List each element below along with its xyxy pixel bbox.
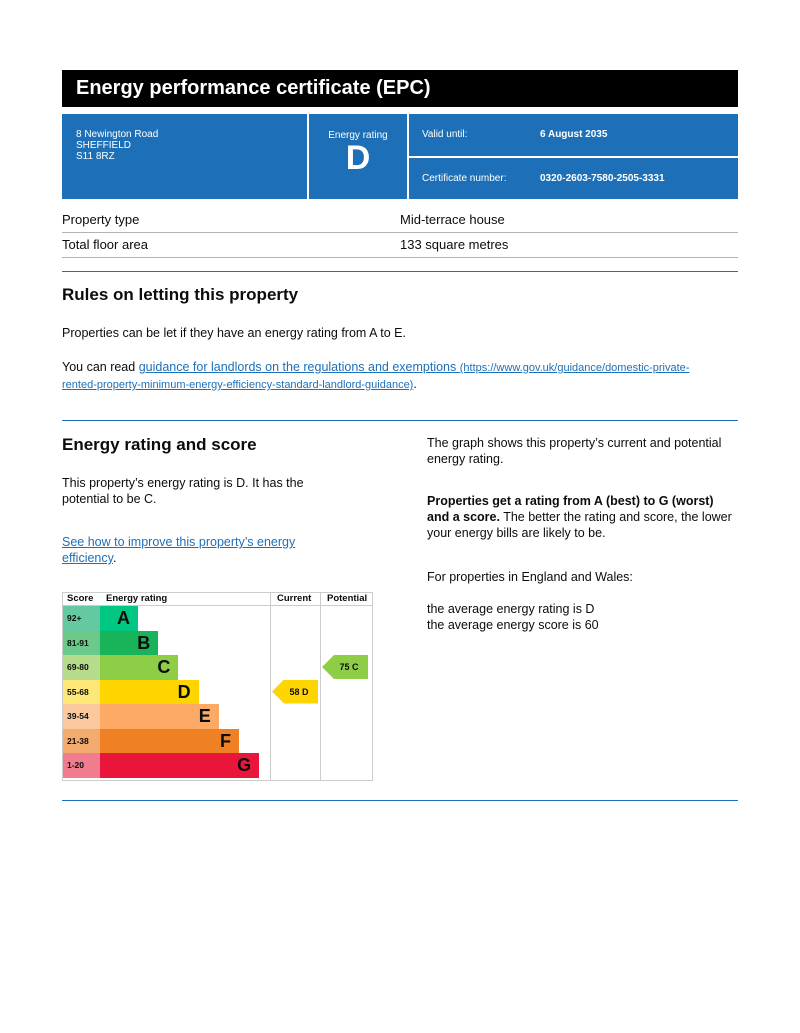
divider	[62, 420, 738, 421]
england-wales-text: For properties in England and Wales:	[427, 570, 633, 584]
energy-rating-label: Energy rating	[328, 130, 388, 141]
improve-text: See how to improve this property’s energ…	[62, 534, 332, 566]
score-range-B: 81-91	[63, 630, 100, 655]
text: .	[112, 551, 117, 565]
valid-until-label: Valid until:	[422, 129, 468, 140]
potential-rating-arrow: 75 C	[322, 655, 368, 679]
graph-text: The graph shows this property’s current …	[427, 436, 722, 466]
row-label: Property type	[62, 212, 140, 227]
address-block: 8 Newington Road SHEFFIELD S11 8RZ	[62, 114, 307, 199]
current-rating-arrow: 58 D	[272, 679, 318, 704]
score-range-D: 55-68	[63, 679, 100, 704]
score-range-E: 39-54	[63, 704, 100, 729]
valid-until-value: 6 August 2035	[540, 129, 608, 140]
valid-until: Valid until: 6 August 2035	[409, 114, 738, 156]
score-range-F: 21-38	[63, 728, 100, 753]
header-current: Current	[277, 593, 312, 604]
divider	[62, 271, 738, 272]
header-score: Score	[67, 593, 94, 604]
rules-text: Properties can be let if they have an en…	[62, 326, 406, 340]
rating-bar-C: C	[100, 655, 179, 680]
address-line: 8 Newington Road	[76, 129, 159, 140]
link-text: guidance for landlords on the regulation…	[138, 360, 457, 374]
text: You can read	[62, 360, 139, 374]
rules-heading: Rules on letting this property	[62, 285, 299, 304]
score-range-C: 69-80	[63, 655, 100, 680]
header-potential: Potential	[327, 593, 368, 604]
certificate-number-value: 0320-2603-7580-2505-3331	[540, 173, 665, 184]
row-value: Mid-terrace house	[400, 212, 505, 227]
average-score: the average energy score is 60	[427, 618, 599, 632]
rating-bar-B: B	[100, 630, 159, 655]
energy-rating-chart: Score Energy rating Current Potential 92…	[62, 592, 373, 781]
address-line: SHEFFIELD	[76, 140, 132, 151]
certificate-number: Certificate number: 0320-2603-7580-2505-…	[409, 158, 738, 199]
address-line: S11 8RZ	[76, 151, 115, 162]
header-divider	[63, 605, 372, 606]
rating-explanation: Properties get a rating from A (best) to…	[427, 493, 737, 541]
certificate-number-label: Certificate number:	[422, 173, 507, 184]
row-value: 133 square metres	[400, 237, 509, 252]
rating-bar-F: F	[100, 728, 239, 753]
average-rating: the average energy rating is D	[427, 602, 595, 616]
rules-guidance: You can read guidance for landlords on t…	[62, 359, 722, 393]
improve-link[interactable]: See how to improve this property’s energ…	[62, 535, 296, 565]
divider	[62, 800, 738, 801]
property-type-row: Property type Mid-terrace house	[62, 208, 738, 233]
rating-bar-D: D	[100, 679, 199, 704]
text: .	[413, 377, 417, 391]
page-title: Energy performance certificate (EPC)	[62, 70, 738, 107]
column-divider	[270, 593, 271, 780]
column-divider	[320, 593, 321, 780]
floor-area-row: Total floor area 133 square metres	[62, 233, 738, 258]
score-range-A: 92+	[63, 606, 100, 631]
rating-bar-E: E	[100, 704, 219, 729]
text: The better the rating and score, the low…	[427, 510, 732, 540]
score-range-G: 1-20	[63, 753, 100, 778]
rating-bar-A: A	[100, 606, 138, 631]
link-url: (https://www.gov.uk/guidance/domestic-pr…	[62, 362, 690, 391]
score-heading: Energy rating and score	[62, 435, 257, 454]
bold-text: Properties get a rating from A (best) to…	[427, 494, 714, 524]
row-label: Total floor area	[62, 237, 148, 252]
header-energy-rating: Energy rating	[106, 593, 168, 604]
rating-text: This property’s energy rating is D. It h…	[62, 476, 304, 506]
rating-bar-G: G	[100, 753, 260, 778]
energy-rating-block: Energy rating D	[309, 114, 407, 199]
energy-rating-value: D	[345, 139, 371, 177]
guidance-link[interactable]: guidance for landlords on the regulation…	[62, 360, 689, 391]
